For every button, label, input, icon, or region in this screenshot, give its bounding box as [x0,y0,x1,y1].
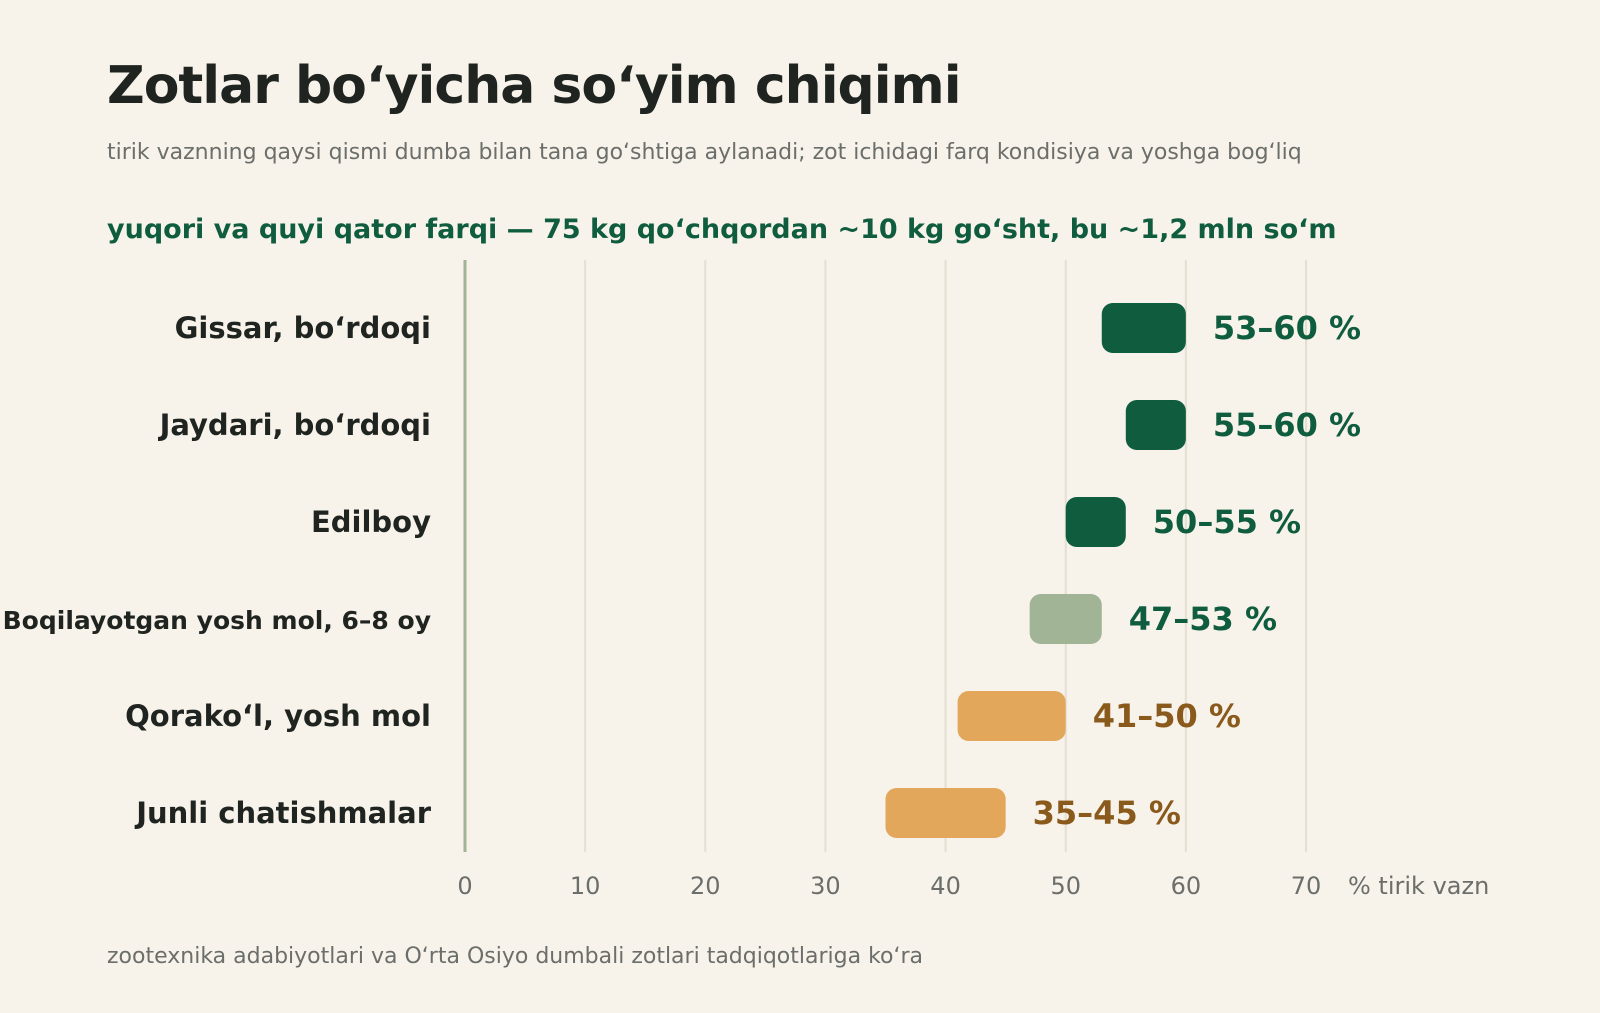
value-label: 47–53 % [1129,600,1277,638]
x-axis-ticks: 0 10 20 30 40 50 60 70 [457,872,1321,900]
x-tick-label: 50 [1050,872,1081,900]
x-tick-label: 0 [457,872,472,900]
x-tick-label: 40 [930,872,961,900]
value-labels: 53–60 % 55–60 % 50–55 % 47–53 % 41–50 % 35–45… [1033,309,1361,832]
x-tick-label: 20 [690,872,721,900]
range-bar [1065,497,1126,547]
category-label: Qorako‘l, yosh mol [125,699,431,733]
category-labels: Gissar, bo‘rdoqi Jaydari, bo‘rdoqi Edilboy… [3,311,432,830]
chart-callout: yuqori va quyi qator farqi — 75 kg qo‘ch… [107,214,1337,245]
category-label: Jaydari, bo‘rdoqi [158,408,431,442]
x-tick-label: 30 [810,872,841,900]
chart-title: Zotlar bo‘yicha so‘yim chiqimi [107,56,962,116]
category-label: Junli chatishmalar [134,796,431,830]
category-label: Edilboy [311,505,431,539]
value-label: 55–60 % [1213,406,1361,444]
range-bars [885,303,1186,838]
value-label: 35–45 % [1033,794,1181,832]
x-tick-label: 10 [570,872,601,900]
value-label: 41–50 % [1093,697,1241,735]
range-bar [885,788,1006,838]
value-label: 50–55 % [1153,503,1301,541]
x-tick-label: 60 [1171,872,1202,900]
x-tick-label: 70 [1291,872,1322,900]
range-bar [1101,303,1186,353]
category-label: Boqilayotgan yosh mol, 6–8 oy [3,606,431,635]
source-note: zootexnika adabiyotlari va O‘rta Osiyo d… [107,944,924,969]
range-bar [957,691,1066,741]
range-bar [1125,400,1186,450]
range-bar [1029,594,1102,644]
gridlines [584,260,1307,852]
chart-subtitle: tirik vaznning qaysi qismi dumba bilan t… [107,140,1302,165]
value-label: 53–60 % [1213,309,1361,347]
category-label: Gissar, bo‘rdoqi [175,311,431,345]
x-axis-label: % tirik vazn [1348,872,1489,900]
